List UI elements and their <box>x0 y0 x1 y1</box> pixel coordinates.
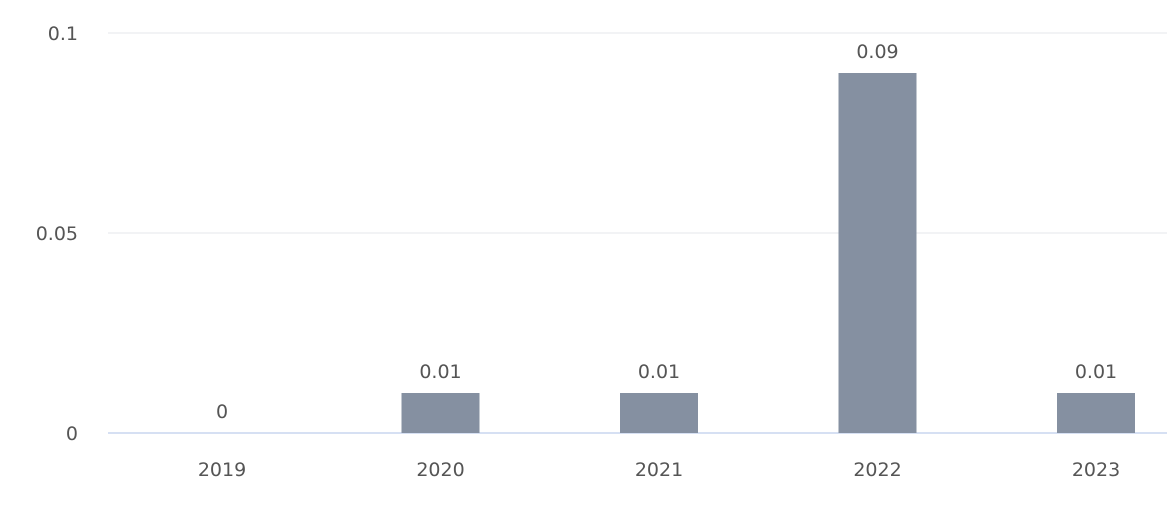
x-axis: 2019 2020 2021 2022 2023 <box>198 459 1120 481</box>
bar-2020[interactable] <box>401 393 480 433</box>
data-label-2023: 0.01 <box>1075 361 1117 383</box>
bars <box>401 73 1135 433</box>
bar-2021[interactable] <box>620 393 698 433</box>
x-tick-label-2020: 2020 <box>416 459 464 481</box>
data-labels: 0 0.01 0.01 0.09 0.01 <box>216 41 1117 423</box>
x-tick-label-2022: 2022 <box>853 459 901 481</box>
x-tick-label-2023: 2023 <box>1072 459 1120 481</box>
data-label-2021: 0.01 <box>638 361 680 383</box>
y-tick-label: 0 <box>66 423 78 445</box>
data-label-2020: 0.01 <box>419 361 461 383</box>
x-tick-label-2021: 2021 <box>635 459 683 481</box>
y-tick-label: 0.1 <box>48 23 78 45</box>
bar-2022[interactable] <box>838 73 917 433</box>
y-tick-label: 0.05 <box>36 223 78 245</box>
x-tick-label-2019: 2019 <box>198 459 246 481</box>
data-label-2019: 0 <box>216 401 228 423</box>
data-label-2022: 0.09 <box>856 41 898 63</box>
bar-2023[interactable] <box>1057 393 1135 433</box>
y-axis: 0 0.05 0.1 <box>36 23 78 445</box>
